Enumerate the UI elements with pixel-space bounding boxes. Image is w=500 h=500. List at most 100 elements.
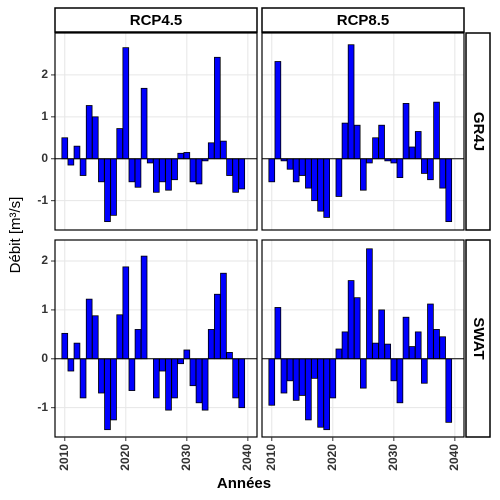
y-tick-label: 1 xyxy=(41,109,48,123)
bar xyxy=(91,116,99,160)
bar xyxy=(286,358,294,382)
bar xyxy=(98,358,105,394)
bar xyxy=(402,316,410,360)
x-tick-label: 2030 xyxy=(179,444,193,471)
bar xyxy=(390,358,398,382)
bar xyxy=(189,358,197,387)
bar xyxy=(140,87,148,160)
x-axis-title: Années xyxy=(217,475,271,492)
bar xyxy=(183,152,191,160)
bar xyxy=(79,358,87,399)
bar xyxy=(207,329,215,360)
y-tick-label: 2 xyxy=(41,253,48,267)
bar xyxy=(85,105,93,160)
bar xyxy=(445,358,453,423)
x-tick-label: 2010 xyxy=(57,444,71,471)
bar xyxy=(159,358,166,372)
bar xyxy=(353,124,361,160)
bar xyxy=(61,332,69,360)
panel-frame xyxy=(54,239,258,438)
bar xyxy=(195,158,203,185)
x-tick-label: 2010 xyxy=(264,444,278,471)
bar xyxy=(214,293,221,360)
bar xyxy=(153,358,160,399)
bar xyxy=(305,358,312,421)
bar xyxy=(439,336,446,360)
bar xyxy=(305,158,312,189)
bar xyxy=(177,358,185,365)
bar xyxy=(146,158,154,164)
bar xyxy=(329,358,337,399)
bar xyxy=(311,158,318,202)
bar xyxy=(268,158,276,183)
bar xyxy=(67,358,75,372)
y-axis-title: Débit [m³/s] xyxy=(7,197,24,274)
bar xyxy=(298,158,306,176)
bar xyxy=(104,158,111,223)
bar xyxy=(433,101,440,160)
column-strip-label: RCP4.5 xyxy=(130,12,183,29)
bar xyxy=(360,358,367,389)
bar xyxy=(384,343,392,360)
bar xyxy=(427,158,434,181)
bar xyxy=(341,331,349,360)
bar xyxy=(311,358,318,379)
bar xyxy=(159,158,166,183)
bar xyxy=(341,122,349,160)
bar xyxy=(433,329,440,360)
bar xyxy=(335,158,343,197)
bar xyxy=(360,158,367,191)
bar xyxy=(414,131,422,160)
bar xyxy=(292,358,300,401)
bar xyxy=(238,158,246,190)
bar xyxy=(372,137,379,160)
y-tick-label: -1 xyxy=(37,193,48,207)
bar xyxy=(153,158,160,193)
bar xyxy=(140,255,148,360)
y-tick-label: 2 xyxy=(41,67,48,81)
bar xyxy=(445,158,453,223)
x-tick-label: 2040 xyxy=(240,444,254,471)
bar xyxy=(122,266,130,360)
bar xyxy=(427,303,434,360)
bar xyxy=(128,158,136,183)
bar xyxy=(439,158,446,189)
x-tick-label: 2020 xyxy=(325,444,339,471)
bar xyxy=(61,137,69,160)
panel-frame xyxy=(261,32,465,231)
bar xyxy=(366,158,373,164)
row-strip-label: SWAT xyxy=(470,317,487,359)
bar xyxy=(353,297,361,360)
column-strip-label: RCP8.5 xyxy=(337,12,390,29)
bar xyxy=(116,128,123,160)
bar xyxy=(201,358,209,411)
column-strip xyxy=(261,7,465,33)
bar xyxy=(73,342,81,360)
bar xyxy=(165,158,172,191)
bar xyxy=(298,358,306,396)
bar xyxy=(79,158,87,176)
bar xyxy=(207,142,215,160)
bar xyxy=(280,358,288,394)
bar xyxy=(378,309,385,360)
bar xyxy=(91,315,99,360)
bar xyxy=(390,158,398,164)
bar xyxy=(110,158,117,216)
bar xyxy=(226,352,233,360)
bar xyxy=(414,331,422,360)
bar xyxy=(347,44,355,160)
row-strip xyxy=(465,239,491,438)
bar xyxy=(408,146,416,160)
bar xyxy=(317,158,324,212)
bar xyxy=(372,342,379,360)
bar xyxy=(335,348,343,360)
bar xyxy=(226,158,233,176)
bar xyxy=(134,158,142,188)
y-tick-label: 1 xyxy=(41,302,48,316)
panel-frame xyxy=(54,32,258,231)
bar xyxy=(323,358,330,431)
bar xyxy=(189,158,197,183)
column-strip xyxy=(54,7,258,33)
row-strip xyxy=(465,32,491,231)
bar xyxy=(421,158,428,174)
